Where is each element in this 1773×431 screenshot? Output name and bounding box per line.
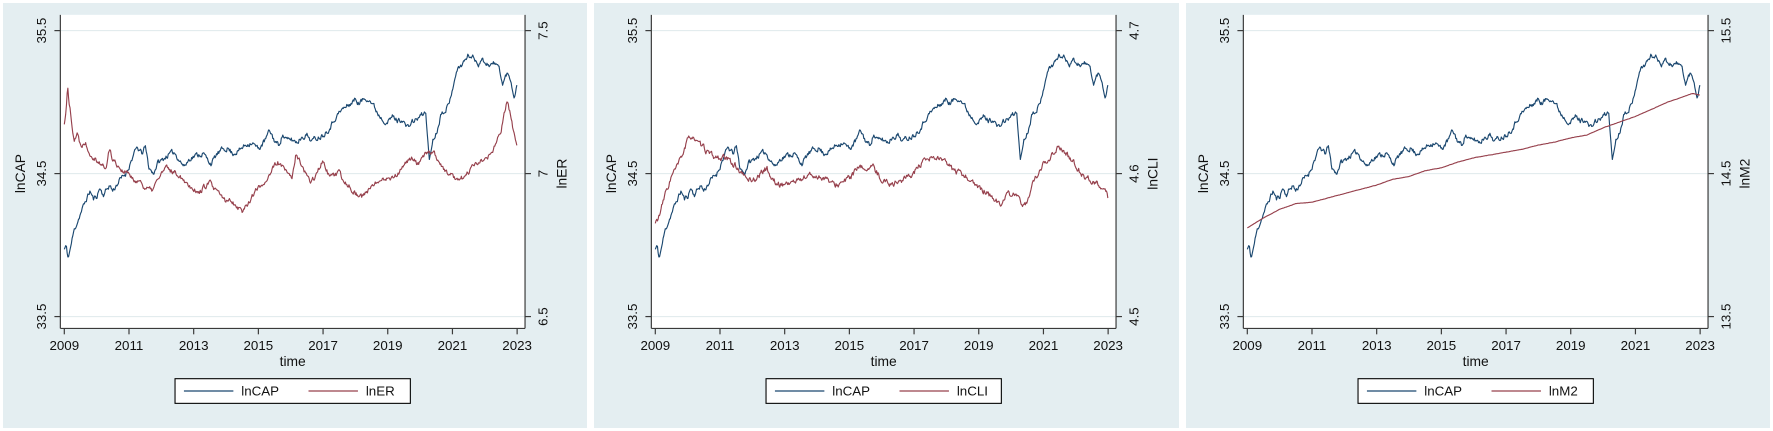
x-axis-title: time [1462, 353, 1488, 369]
left-axis-tick-label: 33.5 [625, 304, 640, 330]
x-axis-tick-label: 2023 [1094, 338, 1124, 353]
left-axis-tick-label: 35.5 [34, 18, 49, 44]
right-axis-title: lnCLI [1145, 157, 1161, 189]
right-axis-tick-label: 15.5 [1718, 18, 1733, 44]
series-lnCAP-line [1246, 53, 1701, 258]
series-lnCAP-line [655, 53, 1109, 258]
series-group [655, 53, 1109, 258]
x-axis-tick-label: 2023 [1685, 338, 1715, 353]
x-axis-tick-label: 2021 [438, 338, 468, 353]
right-axis-tick-label: 4.7 [1127, 21, 1142, 39]
left-axis-tick-label: 34.5 [625, 161, 640, 187]
left-axis-tick-label: 33.5 [1217, 304, 1232, 330]
right-axis-tick-label: 7.5 [535, 21, 550, 39]
x-axis-tick-label: 2023 [502, 338, 532, 353]
x-axis-tick-label: 2017 [1491, 338, 1521, 353]
x-axis-tick-label: 2021 [1620, 338, 1650, 353]
x-axis-tick-label: 2009 [641, 338, 671, 353]
chart-panel-lnM2: 33.5 34.5 35.5 13.5 14.5 15.5 2009 2011 2013 2015… [1185, 3, 1770, 428]
x-axis-tick-label: 2019 [964, 338, 994, 353]
right-axis-tick-label: 4.6 [1127, 164, 1142, 182]
x-axis-tick-label: 2015 [1426, 338, 1456, 353]
left-axis-tick-label: 35.5 [625, 18, 640, 44]
x-axis-tick-label: 2017 [900, 338, 930, 353]
x-axis-tick-label: 2019 [1556, 338, 1586, 353]
right-axis-title: lnM2 [1736, 159, 1752, 189]
x-axis-tick-label: 2019 [373, 338, 403, 353]
chart-panel-lnCLI: 33.5 34.5 35.5 4.5 4.6 4.7 2009 2011 2013 2015 201… [594, 3, 1179, 428]
series-group [63, 53, 518, 258]
legend-label-lnCLI: lnCLI [957, 384, 988, 399]
right-axis-tick-label: 6.5 [535, 307, 550, 325]
series-lnM2-line [1246, 93, 1700, 229]
x-axis-tick-label: 2021 [1029, 338, 1059, 353]
series-group [1246, 53, 1701, 258]
x-axis-tick-label: 2009 [1232, 338, 1262, 353]
x-axis-title: time [280, 353, 306, 369]
series-lnER-line [63, 87, 518, 214]
plot-area [651, 14, 1117, 329]
legend-label-lnCAP: lnCAP [1424, 384, 1462, 399]
left-axis-tick-label: 34.5 [34, 161, 49, 187]
legend-label-lnCAP: lnCAP [833, 384, 871, 399]
right-axis-tick-label: 14.5 [1718, 161, 1733, 187]
x-axis-tick-label: 2013 [1362, 338, 1392, 353]
dual-axis-line-chart-lnER: 33.5 34.5 35.5 6.5 7 7.5 2009 2011 2013 2015 2017 2… [12, 14, 570, 404]
x-axis-tick-label: 2009 [49, 338, 79, 353]
left-axis-title: lnCAP [603, 154, 619, 193]
left-axis-title: lnCAP [1194, 154, 1210, 193]
left-axis-title: lnCAP [12, 154, 28, 193]
legend-label-lnCAP: lnCAP [241, 384, 279, 399]
dual-axis-line-chart-lnM2: 33.5 34.5 35.5 13.5 14.5 15.5 2009 2011 2013 2015… [1194, 14, 1752, 404]
plot-area [1243, 14, 1708, 329]
x-axis-tick-label: 2011 [115, 338, 144, 353]
left-axis-tick-label: 35.5 [1217, 18, 1232, 44]
right-axis-tick-label: 7 [535, 170, 550, 177]
x-axis-tick-label: 2013 [179, 338, 209, 353]
right-axis-tick-label: 13.5 [1718, 304, 1733, 330]
x-axis-tick-label: 2011 [706, 338, 735, 353]
legend-label-lnER: lnER [366, 384, 395, 399]
x-axis-tick-label: 2011 [1297, 338, 1326, 353]
x-axis-tick-label: 2013 [770, 338, 800, 353]
series-lnCLI-line [655, 135, 1109, 224]
x-axis-tick-label: 2015 [835, 338, 865, 353]
x-axis-title: time [871, 353, 897, 369]
x-axis-tick-label: 2015 [244, 338, 274, 353]
x-axis-tick-label: 2017 [308, 338, 338, 353]
left-axis-tick-label: 33.5 [34, 304, 49, 330]
right-axis-title: lnER [554, 159, 570, 189]
left-axis-tick-label: 34.5 [1217, 161, 1232, 187]
right-axis-tick-label: 4.5 [1127, 307, 1142, 325]
dual-axis-line-chart-lnCLI: 33.5 34.5 35.5 4.5 4.6 4.7 2009 2011 2013 2015 201… [603, 14, 1161, 404]
legend-label-lnM2: lnM2 [1549, 384, 1578, 399]
chart-panel-lnER: 33.5 34.5 35.5 6.5 7 7.5 2009 2011 2013 2015 2017 2… [3, 3, 588, 428]
series-lnCAP-line [63, 53, 518, 258]
